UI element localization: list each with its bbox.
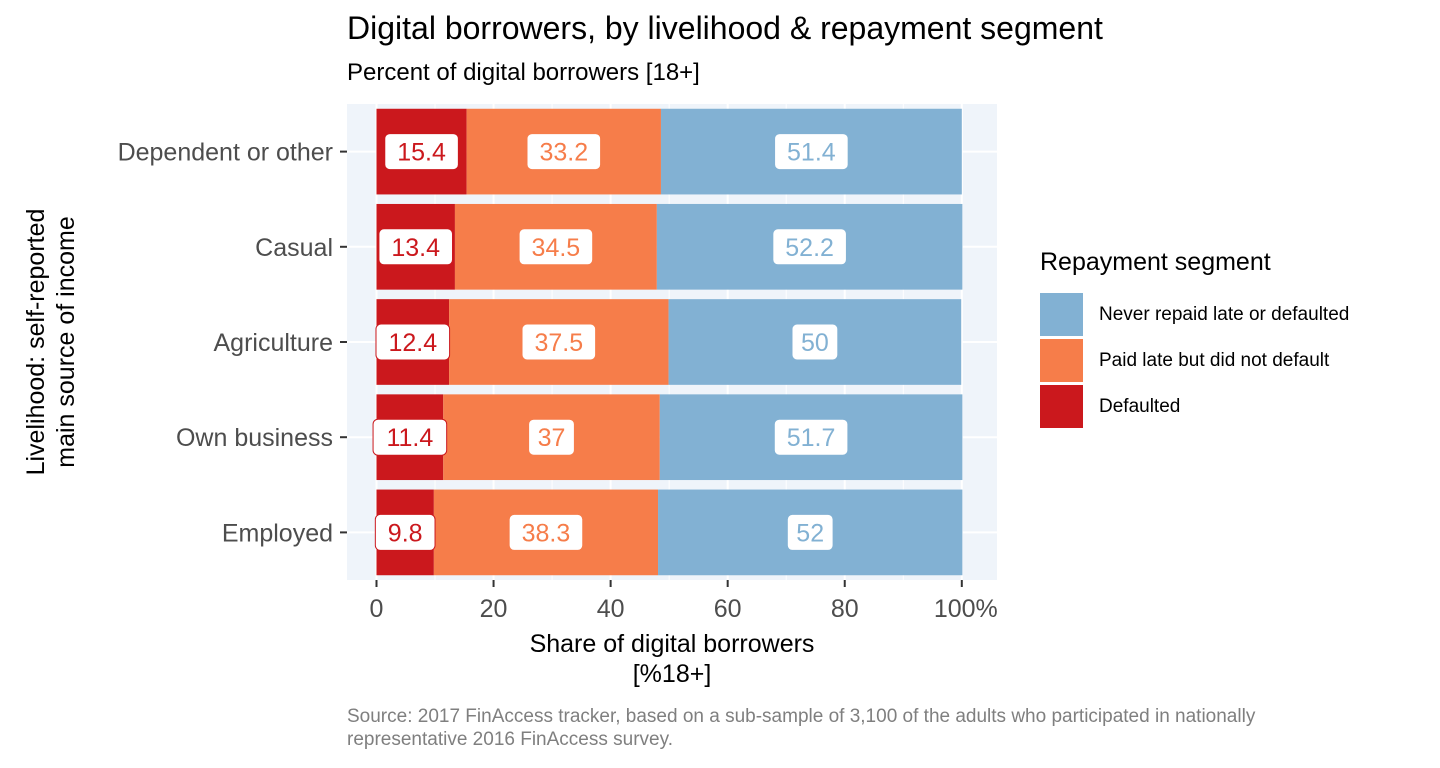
legend-item-defaulted: Defaulted [1040, 384, 1349, 429]
data-label: 33.2 [539, 139, 588, 167]
data-label: 38.3 [522, 519, 571, 547]
legend-label: Defaulted [1099, 395, 1181, 417]
x-axis-title: Share of digital borrowers [530, 630, 815, 658]
chart-subtitle: Percent of digital borrowers [18+] [347, 59, 700, 86]
x-tick-label: 80 [831, 595, 859, 623]
data-label-box [791, 323, 839, 361]
data-label: 37.5 [534, 329, 583, 357]
y-axis-title: main source of income [52, 216, 80, 468]
data-label-box [378, 228, 454, 266]
data-label-box [773, 418, 849, 456]
data-label-box [528, 418, 575, 456]
legend-item-paid-late: Paid late but did not default [1040, 338, 1349, 383]
x-tick-label: 60 [714, 595, 742, 623]
legend-label: Never repaid late or defaulted [1099, 303, 1350, 325]
data-label-box [375, 323, 451, 361]
source-caption: Source: 2017 FinAccess tracker, based on… [347, 706, 1256, 750]
legend-label: Paid late but did not default [1099, 349, 1330, 371]
data-label-box [521, 323, 597, 361]
data-label-box [774, 133, 849, 171]
data-label: 15.4 [397, 139, 446, 167]
data-label-box [772, 228, 847, 266]
y-axis-title: Livelihood: self-reported [22, 209, 50, 476]
data-label: 37 [538, 424, 566, 452]
data-label-box [384, 133, 459, 171]
y-tick-label: Own business [176, 424, 333, 452]
data-label-box [508, 513, 584, 551]
legend-key [1040, 293, 1083, 336]
data-label: 50 [801, 329, 829, 357]
data-label-box [786, 513, 834, 551]
x-tick-label: 20 [480, 595, 508, 623]
data-label: 52 [796, 519, 824, 547]
y-tick-label: Employed [222, 519, 333, 547]
x-tick-label: 40 [597, 595, 625, 623]
data-label: 52.2 [785, 234, 834, 262]
y-tick-label: Casual [255, 234, 333, 262]
data-label: 11.4 [386, 424, 433, 452]
y-tick-label: Agriculture [214, 329, 334, 357]
data-label: 34.5 [532, 234, 581, 262]
data-label: 12.4 [388, 329, 437, 357]
y-tick-label: Dependent or other [118, 139, 333, 167]
legend-item-never-repaid-late: Never repaid late or defaulted [1040, 292, 1349, 337]
legend-key [1040, 339, 1083, 382]
data-label-box [374, 513, 436, 551]
legend-key [1040, 385, 1083, 428]
data-label-box [518, 228, 594, 266]
chart-title: Digital borrowers, by livelihood & repay… [347, 10, 1103, 46]
data-label: 51.4 [787, 139, 836, 167]
x-axis-title: [%18+] [633, 660, 712, 688]
legend-title: Repayment segment [1040, 248, 1271, 276]
x-tick-label: 0 [370, 595, 384, 623]
legend: Repayment segment Never repaid late or d… [1040, 248, 1349, 430]
data-label: 51.7 [787, 424, 836, 452]
data-label: 13.4 [391, 234, 440, 262]
data-label: 9.8 [388, 519, 423, 547]
data-label-box [372, 418, 448, 456]
x-tick-label: 100% [934, 595, 998, 623]
data-label-box [526, 133, 602, 171]
